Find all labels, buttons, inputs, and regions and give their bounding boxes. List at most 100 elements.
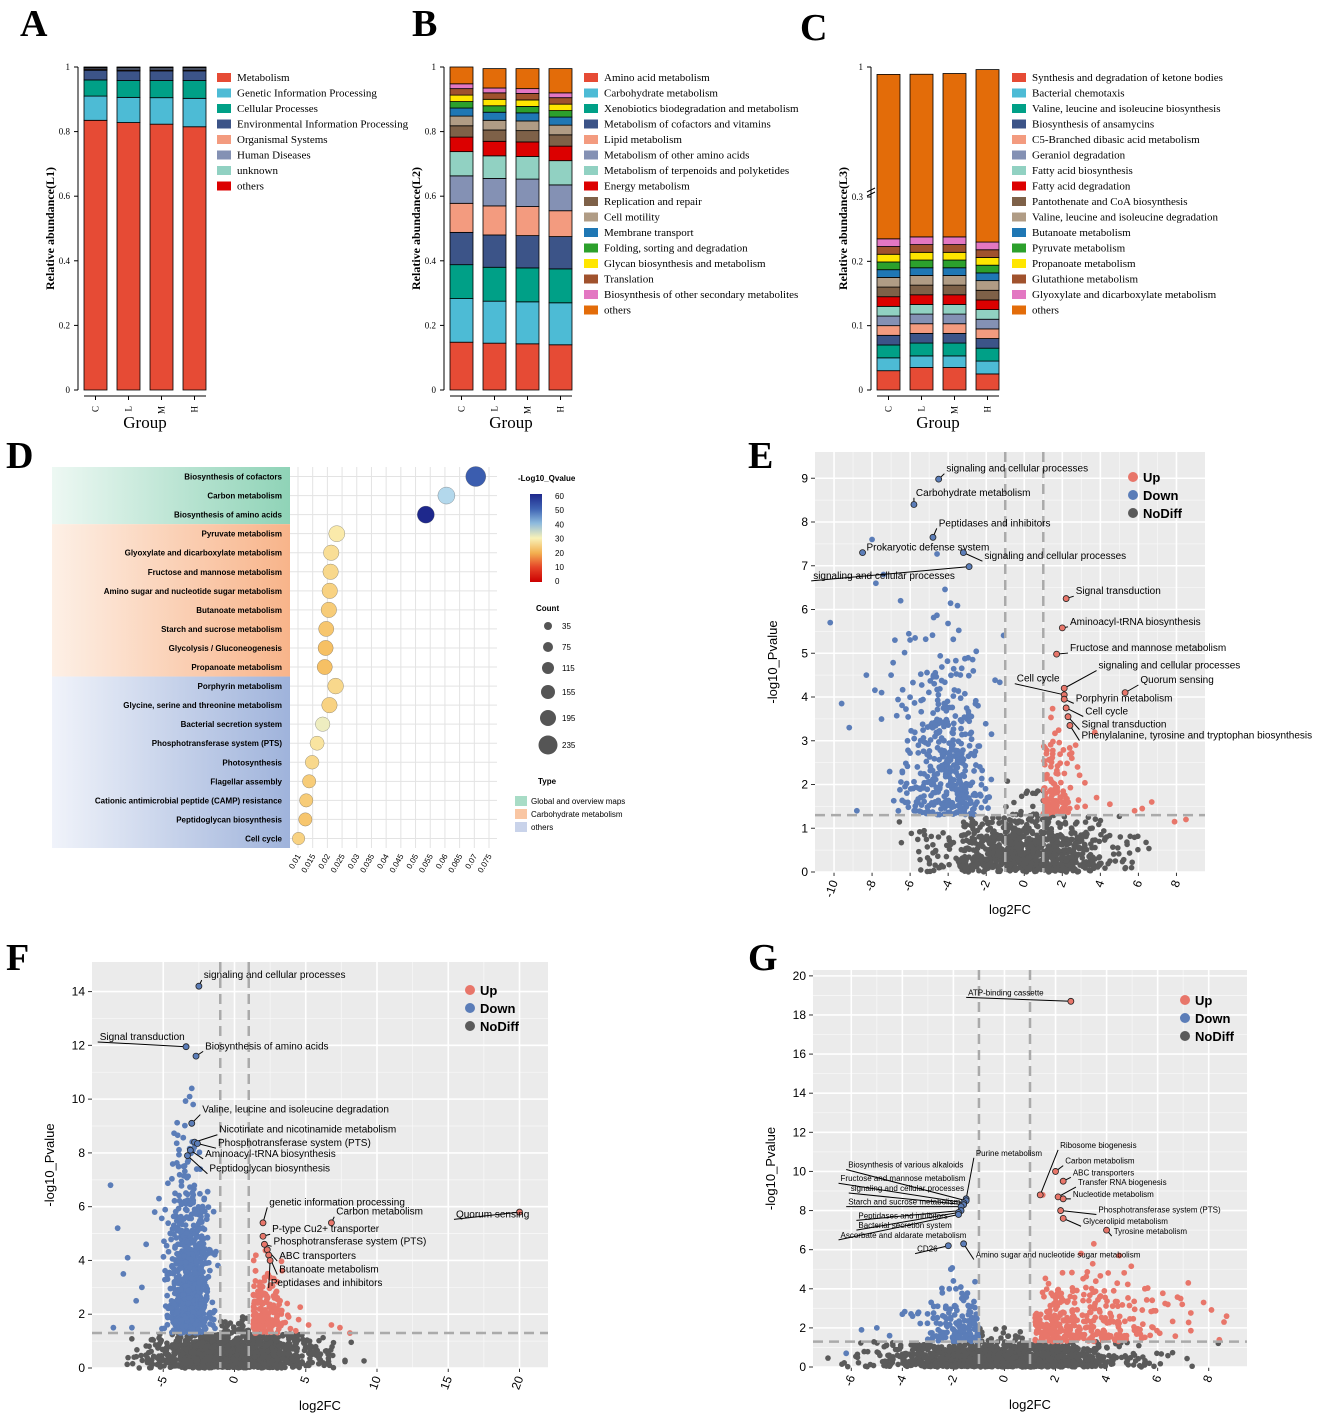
point-nodiff (917, 867, 924, 873)
point-nodiff (1049, 867, 1056, 873)
bar-segment (942, 259, 967, 269)
bar-segment (975, 338, 1000, 349)
bar-segment (83, 95, 108, 121)
y-tick-label: 4 (78, 1253, 85, 1267)
point-nodiff (971, 854, 978, 860)
point-down (944, 718, 951, 725)
legend-swatch (584, 135, 598, 144)
x-tick-label: 0.065 (447, 852, 465, 874)
point-down (178, 1178, 185, 1185)
legend-label: Carbohydrate metabolism (604, 88, 718, 100)
point-down (190, 1101, 197, 1108)
point-down (941, 737, 947, 744)
y-tick-label: 0.2 (852, 256, 863, 266)
point-up (254, 1293, 261, 1299)
point-down (929, 767, 936, 774)
point-down (179, 1221, 185, 1228)
y-tick-label: 9 (801, 471, 808, 485)
bar-segment (515, 178, 540, 207)
point-nodiff (1048, 828, 1055, 835)
y-tick-label: 1 (859, 62, 864, 72)
point-nodiff (924, 844, 931, 850)
bar-segment (909, 313, 934, 325)
point-nodiff (266, 1361, 272, 1367)
point-nodiff (1102, 865, 1108, 871)
point-nodiff (990, 863, 997, 870)
y-tick-label: 8 (801, 515, 808, 529)
point-down (886, 768, 893, 775)
point-down (929, 632, 936, 639)
point-up (1148, 799, 1155, 805)
legend-swatch (1012, 212, 1026, 222)
point-up (1106, 801, 1113, 808)
point-down (190, 1199, 197, 1206)
point-up (267, 1324, 274, 1330)
pathway-bubble (292, 832, 305, 845)
bar-segment (548, 124, 573, 136)
point-nodiff (316, 1337, 322, 1344)
point-nodiff (1126, 850, 1133, 856)
point-down (970, 667, 977, 674)
point-nodiff (1011, 799, 1017, 806)
point-up (1074, 764, 1081, 770)
point-down (168, 1236, 175, 1243)
point-nodiff (1135, 833, 1141, 840)
legend-swatch (584, 305, 598, 315)
bar-segment (548, 110, 573, 118)
point-down (963, 801, 970, 808)
legend-dot (1128, 508, 1138, 518)
point-down (962, 731, 969, 738)
legend-label: Metabolism of terpenoids and polyketides (604, 165, 789, 177)
point-down (169, 1225, 176, 1232)
point-up (1139, 805, 1146, 812)
point-nodiff (182, 1341, 188, 1347)
y-tick-label: 10 (72, 1092, 86, 1106)
axis-break (866, 187, 876, 193)
legend-swatch (584, 119, 598, 129)
point-nodiff (1046, 862, 1053, 868)
point-up (295, 1316, 302, 1323)
point-nodiff (210, 1344, 216, 1351)
bar-segment (116, 96, 141, 123)
point-nodiff (1068, 853, 1075, 860)
legend-label: Energy metabolism (604, 181, 690, 193)
point-nodiff (200, 1358, 207, 1364)
point-nodiff (1082, 846, 1088, 853)
point-down (183, 1190, 189, 1196)
point-down (907, 637, 913, 643)
bar-segment (548, 92, 573, 99)
legend-label: Folding, sorting and degradation (604, 243, 748, 255)
point-down (908, 727, 915, 734)
point-nodiff (1097, 817, 1104, 824)
point-down (957, 804, 964, 811)
point-up (1076, 772, 1083, 779)
bar-segment (975, 69, 1000, 243)
point-down (173, 1140, 180, 1147)
bar-segment (515, 112, 540, 122)
point-down (188, 1275, 195, 1282)
point-down (971, 790, 978, 797)
pathway-bubble (437, 486, 456, 505)
annotation-label: Quorum sensing (456, 1209, 529, 1220)
point-nodiff (274, 1356, 281, 1363)
point-down (958, 740, 965, 747)
point-down (961, 773, 968, 780)
legend-label: Fatty acid biosynthesis (1032, 165, 1133, 177)
bar-segment (942, 294, 967, 305)
point-nodiff (1115, 845, 1121, 851)
point-down (948, 672, 954, 679)
point-up (1049, 747, 1056, 754)
point-nodiff (908, 830, 915, 837)
point-down (958, 718, 965, 725)
point-down (191, 1231, 198, 1238)
legend-swatch (584, 228, 598, 237)
x-tick-label: 8 (1168, 878, 1184, 889)
point-nodiff (1127, 833, 1134, 840)
point-up (1052, 730, 1058, 737)
point-up (259, 1300, 266, 1307)
bar-segment (942, 267, 967, 276)
point-nodiff (1105, 860, 1111, 867)
legend-swatch (584, 181, 598, 191)
bar-segment (876, 325, 901, 336)
